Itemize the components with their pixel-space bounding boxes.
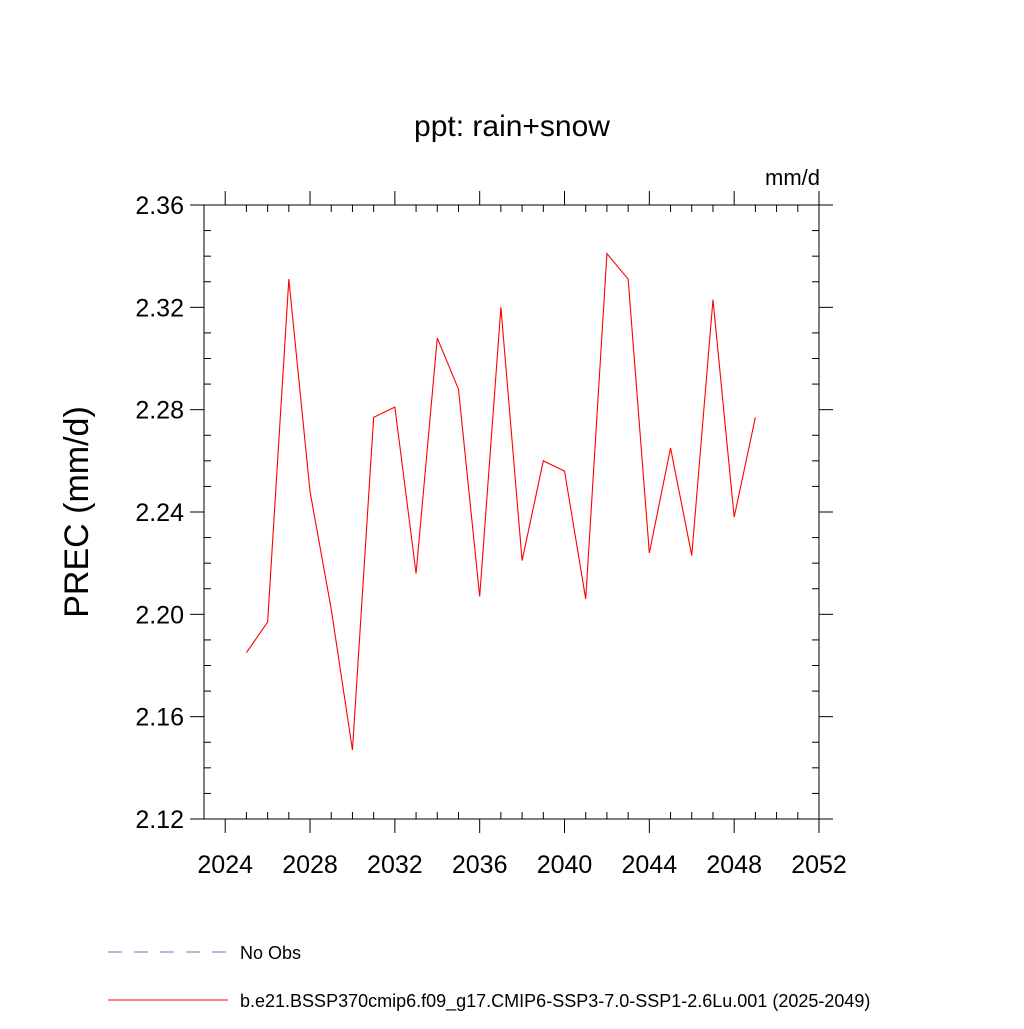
y-tick-label: 2.32	[135, 294, 184, 322]
series-line	[245, 252, 756, 751]
x-tick-label: 2024	[197, 851, 253, 879]
legend-label: b.e21.BSSP370cmip6.f09_g17.CMIP6-SSP3-7.…	[240, 991, 870, 1012]
y-tick-label: 2.16	[135, 704, 184, 732]
x-tick-label: 2044	[622, 851, 678, 879]
legend-label: No Obs	[240, 943, 301, 963]
y-axis-label: PREC (mm/d)	[58, 406, 96, 618]
y-tick-label: 2.20	[135, 601, 184, 629]
plot-frame	[203, 204, 820, 820]
x-tick-label: 2040	[537, 851, 593, 879]
y-tick-label: 2.24	[135, 499, 184, 527]
legend: No Obs b.e21.BSSP370cmip6.f09_g17.CMIP6-S…	[108, 943, 870, 1012]
x-tick-label: 2028	[282, 851, 338, 879]
x-tick-label: 2052	[791, 851, 847, 879]
units-label: mm/d	[765, 165, 820, 190]
x-tick-label: 2036	[452, 851, 508, 879]
y-tick-label: 2.28	[135, 397, 184, 425]
y-tick-label: 2.36	[135, 192, 184, 220]
plot-series	[245, 252, 756, 751]
y-tick-label: 2.12	[135, 806, 184, 834]
chart-title: ppt: rain+snow	[414, 110, 610, 143]
x-tick-label: 2032	[367, 851, 423, 879]
x-tick-label: 2048	[706, 851, 762, 879]
axis-ticks: 2024 2028 2032 2036 2040 2044 2048 2052 2.12 2.16…	[135, 191, 847, 879]
